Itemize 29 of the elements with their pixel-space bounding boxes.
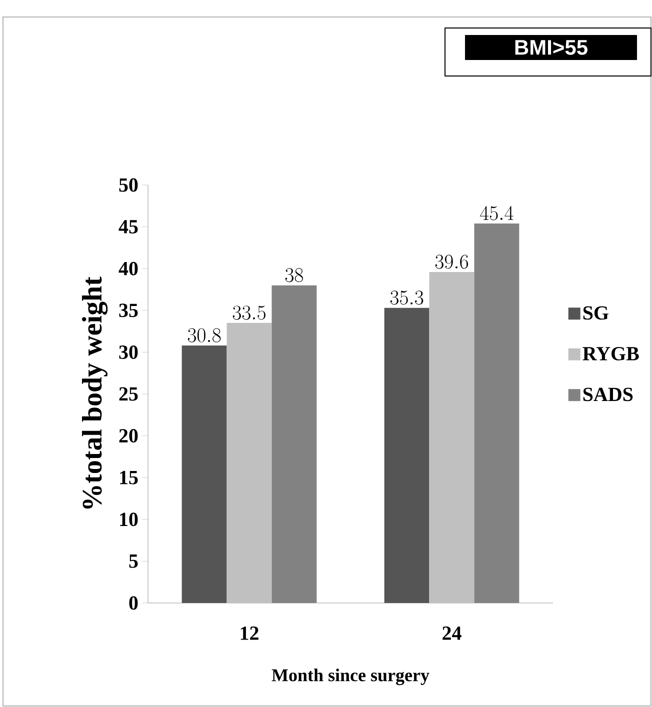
y-tick-label: 15 — [120, 470, 138, 484]
y-tick-label: 25 — [119, 387, 138, 401]
data-label: 33.5 — [232, 306, 266, 320]
y-axis-title: %total body weight — [82, 276, 108, 509]
legend-label: RYGB — [582, 346, 639, 360]
bar — [429, 272, 474, 603]
legend-label: SADS — [583, 388, 633, 402]
bar — [182, 346, 227, 603]
bar — [226, 322, 272, 603]
data-label: 39.6 — [435, 254, 468, 269]
y-tick-label: 45 — [118, 220, 138, 234]
bar — [384, 308, 430, 603]
y-tick-label: 35 — [119, 304, 138, 318]
data-label: 35.3 — [390, 290, 424, 305]
x-tick-label: 12 — [240, 626, 258, 640]
y-tick-label: 20 — [119, 429, 138, 443]
x-tick-label: 24 — [442, 626, 462, 640]
y-tick-label: 50 — [119, 178, 138, 192]
data-label: 45.4 — [480, 206, 514, 220]
x-axis-title: Month since surgery — [272, 668, 430, 686]
data-label: 38 — [285, 268, 304, 282]
y-tick-label: 10 — [120, 512, 138, 526]
y-tick-label: 5 — [129, 554, 138, 568]
y-tick-label: 30 — [119, 345, 138, 359]
legend-label: SG — [583, 306, 608, 320]
y-tick-label: 0 — [129, 596, 138, 610]
data-label: 30.8 — [188, 328, 221, 342]
y-tick-label: 40 — [118, 262, 138, 276]
chart-title: BMI>55 — [515, 40, 588, 55]
